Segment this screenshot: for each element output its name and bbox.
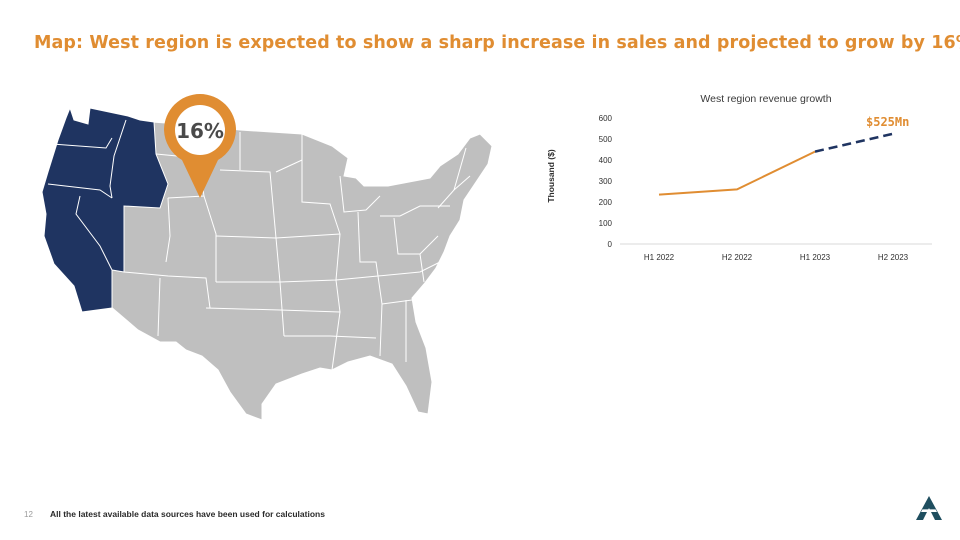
series-line-actual [658,150,816,196]
x-tick-label: H2 2023 [878,253,909,262]
x-tick-label: H1 2022 [644,253,675,262]
map-base-states [84,119,493,421]
y-tick-label: 0 [608,240,613,249]
y-tick-label: 100 [599,219,613,228]
y-tick-label: 400 [599,156,613,165]
data-label-h2-2023: $525Mn [866,115,909,129]
y-tick-label: 300 [599,177,613,186]
page-number: 12 [24,510,33,519]
revenue-chart: West region revenue growth Thousand ($) … [540,86,940,276]
x-tick-label: H1 2023 [800,253,831,262]
chart-title: West region revenue growth [700,93,831,105]
series-line-projected [814,132,894,153]
us-map: 16% [40,86,510,426]
y-axis-label: Thousand ($) [546,149,556,203]
map-pin-icon [164,94,236,198]
company-logo-icon [916,496,942,520]
map-pin-label: 16% [176,119,224,143]
map-west-region [41,106,169,313]
y-tick-label: 600 [599,114,613,123]
us-map-svg: 16% [41,94,493,421]
y-tick-label: 500 [599,135,613,144]
slide-title: Map: West region is expected to show a s… [34,33,960,53]
x-tick-label: H2 2022 [722,253,753,262]
footer-note: All the latest available data sources ha… [50,509,325,519]
y-tick-label: 200 [599,198,613,207]
state-borders [47,119,471,371]
revenue-chart-svg: West region revenue growth Thousand ($) … [546,93,932,262]
y-axis-ticks: 0 100 200 300 400 500 600 [599,114,613,249]
chart-series [658,132,894,196]
x-axis-ticks: H1 2022 H2 2022 H1 2023 H2 2023 [644,253,909,262]
